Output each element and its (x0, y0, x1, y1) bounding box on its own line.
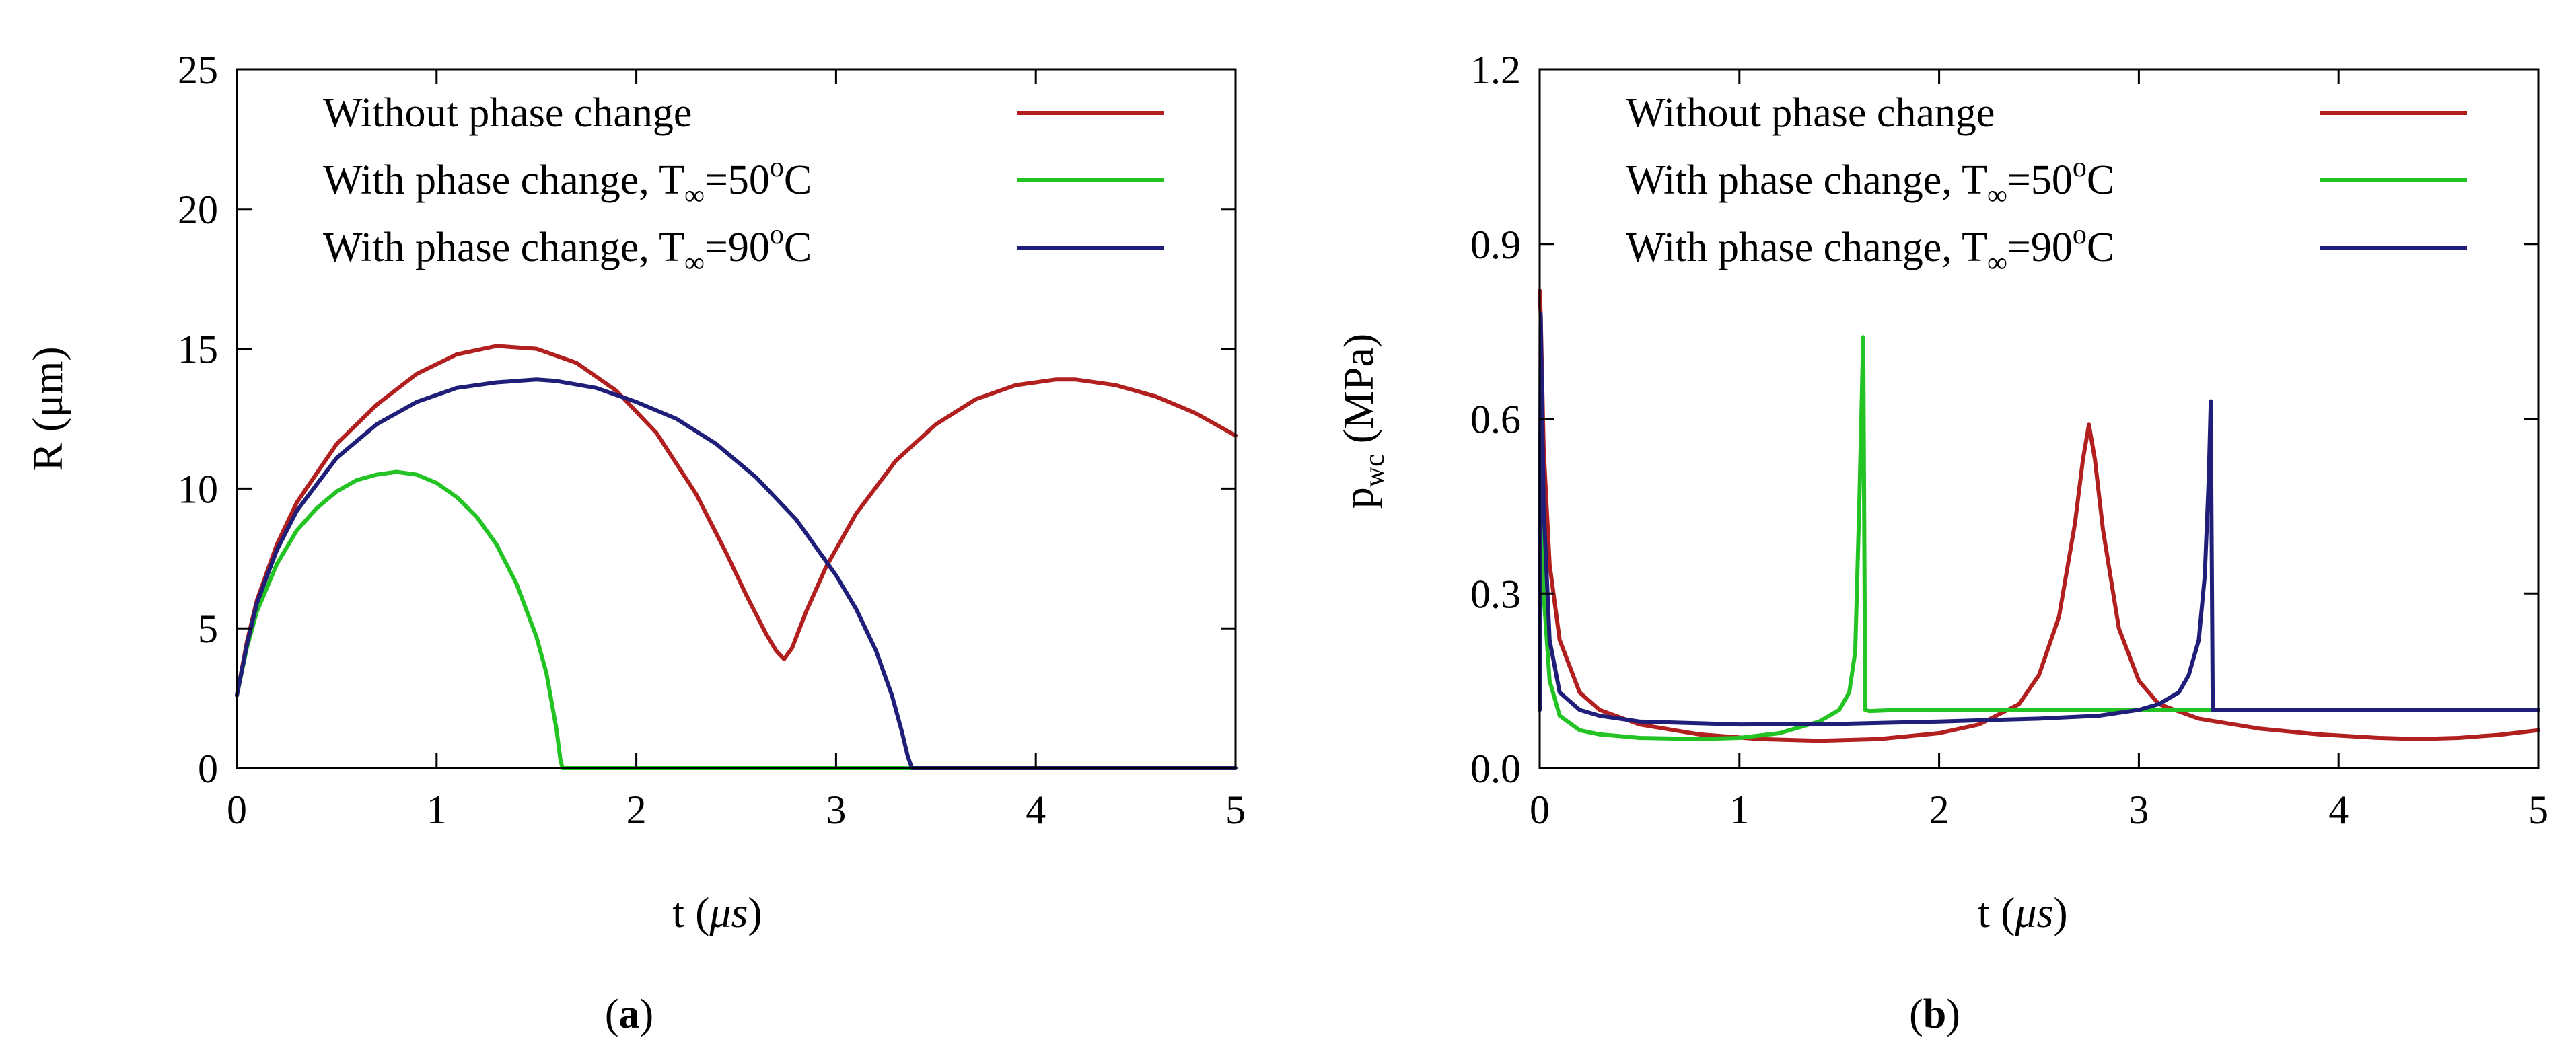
chart-a-x-tick-label: 2 (627, 788, 647, 832)
chart-b-legend: Without phase change With phase change, T… (1626, 90, 2467, 278)
chart-b-series-group (1538, 289, 2540, 743)
chart-b-x-tick-label: 0 (1530, 788, 1550, 832)
chart-a-legend-label-2: With phase change, T∞=50oC (323, 152, 812, 211)
chart-b-legend-label-1: Without phase change (1626, 90, 1995, 136)
chart-b-x-tick-label: 5 (2528, 788, 2548, 832)
chart-a-x-tick-label: 4 (1026, 788, 1046, 832)
chart-a-y-tick-label: 15 (178, 328, 218, 372)
chart-a-series-line-2 (235, 469, 1238, 770)
chart-b-y-tick-label: 0.0 (1470, 747, 1521, 791)
chart-b-series-line-3 (1538, 311, 2540, 727)
chart-b-x-axis-label: t (μs) (1978, 889, 2067, 936)
chart-a-y-tick-label: 0 (198, 747, 218, 791)
chart-b-y-tick-label: 0.6 (1470, 398, 1521, 442)
chart-b-panel-label: (b) (1909, 991, 1960, 1037)
chart-a-y-tick-label: 5 (198, 607, 218, 651)
chart-b-legend-label-3: With phase change, T∞=90oC (1626, 219, 2114, 278)
chart-b-series-line-2 (1538, 335, 2540, 741)
chart-b-x-tick-label: 1 (1729, 788, 1750, 832)
chart-a-panel-label: (a) (605, 991, 653, 1037)
chart-b-x-tick-label: 4 (2328, 788, 2349, 832)
chart-a-y-tick-label: 20 (178, 188, 218, 232)
chart-a-y-tick-label: 10 (178, 467, 218, 511)
chart-b-y-axis-label: pwc (MPa) (1334, 334, 1390, 509)
chart-a-series-line-3 (235, 377, 1238, 770)
chart-b-y-tick-label: 1.2 (1470, 48, 1521, 92)
chart-panel-a: 0 1 2 3 4 5 0 5 10 15 20 25 t (μs) R (μm) Without p… (24, 48, 1246, 1037)
chart-a-series-group (235, 344, 1238, 770)
chart-a-legend: Without phase change With phase change, T… (323, 90, 1164, 278)
chart-a-x-tick-label: 3 (826, 788, 846, 832)
chart-b-y-tick-label: 0.9 (1470, 223, 1521, 267)
chart-a-x-tick-label: 0 (227, 788, 247, 832)
chart-a-y-tick-label: 25 (178, 48, 218, 92)
chart-b-x-tick-label: 2 (1929, 788, 1949, 832)
chart-a-legend-label-1: Without phase change (323, 90, 692, 136)
chart-a-legend-label-3: With phase change, T∞=90oC (323, 219, 812, 278)
chart-a-plot-frame (236, 68, 1237, 769)
chart-b-y-tick-label: 0.3 (1470, 572, 1521, 616)
chart-panel-b: 0 1 2 3 4 5 0.0 0.3 0.6 0.9 1.2 t (μs) pwc (MPa) W… (1334, 48, 2548, 1037)
chart-a-y-axis-label: R (μm) (24, 346, 71, 471)
chart-b-series-line-1 (1538, 289, 2540, 743)
chart-b-x-tick-label: 3 (2128, 788, 2149, 832)
chart-a-x-axis-label: t (μs) (672, 889, 762, 936)
chart-a-series-line-1 (235, 344, 1238, 698)
chart-a-x-tick-label: 5 (1225, 788, 1246, 832)
chart-a-ticks: 0 1 2 3 4 5 0 5 10 15 20 25 (178, 48, 1246, 832)
chart-b-ticks: 0 1 2 3 4 5 0.0 0.3 0.6 0.9 1.2 (1470, 48, 2548, 832)
chart-a-x-tick-label: 1 (427, 788, 447, 832)
chart-b-legend-label-2: With phase change, T∞=50oC (1626, 152, 2114, 211)
